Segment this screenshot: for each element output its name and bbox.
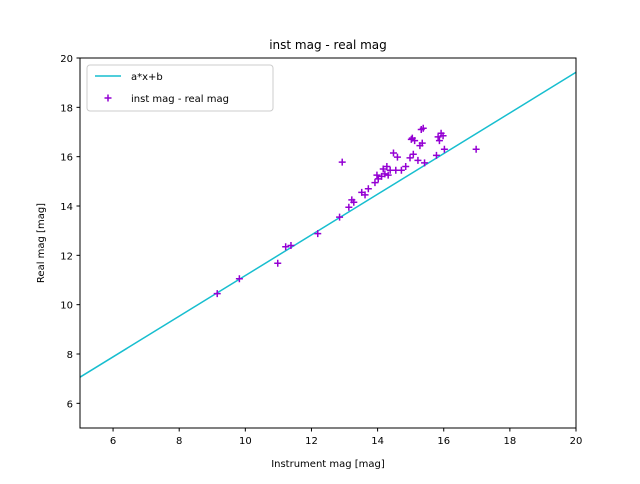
scatter-point	[384, 171, 392, 179]
scatter-point	[235, 275, 243, 283]
scatter-point	[439, 132, 447, 140]
plot-frame	[79, 57, 577, 429]
scatter-point	[393, 153, 401, 161]
y-tick-label: 8	[67, 350, 73, 361]
scatter-point	[383, 163, 391, 171]
y-tick-label: 20	[60, 54, 73, 65]
scatter-point	[414, 156, 422, 164]
x-tick-label: 18	[503, 436, 516, 447]
y-tick-label: 16	[60, 153, 73, 164]
legend-label-scatter: inst mag - real mag	[131, 94, 229, 105]
legend: a*x+b inst mag - real mag	[86, 64, 274, 112]
scatter-point	[336, 213, 344, 221]
fit-line	[80, 71, 576, 378]
scatter-point	[314, 230, 322, 238]
scatter-point	[419, 124, 427, 132]
scatter-point	[406, 154, 414, 162]
x-tick-label: 6	[110, 436, 116, 447]
scatter-point	[381, 170, 389, 178]
scatter-point	[411, 137, 419, 145]
scatter-point	[389, 149, 397, 157]
scatter-point	[397, 166, 405, 174]
scatter-point	[361, 191, 369, 199]
scatter-point	[434, 133, 442, 141]
axes: 6 8 10 12 14 16 18 20 6 8 10 12 14 16 18 20	[60, 54, 582, 447]
scatter-point	[409, 150, 417, 158]
plot-area	[80, 71, 576, 378]
y-tick-label: 6	[67, 399, 73, 410]
x-tick-label: 14	[371, 436, 384, 447]
scatter-point	[371, 179, 379, 187]
scatter-point	[345, 203, 353, 211]
x-tick-label: 10	[239, 436, 252, 447]
scatter-point	[338, 158, 346, 166]
legend-frame	[86, 64, 274, 112]
y-tick-label: 18	[60, 103, 73, 114]
x-tick-label: 20	[570, 436, 583, 447]
x-tick-label: 16	[437, 436, 450, 447]
y-axis-label: Real mag [mag]	[36, 203, 47, 283]
scatter-point	[287, 241, 295, 249]
scatter-point	[472, 145, 480, 153]
legend-marker-plus	[104, 94, 112, 102]
scatter-point	[213, 290, 221, 298]
scatter-point	[274, 259, 282, 267]
chart-title: inst mag - real mag	[269, 38, 387, 52]
scatter-point	[282, 243, 290, 251]
scatter-point	[418, 139, 426, 147]
scatter-point	[440, 145, 448, 153]
scatter-point	[421, 159, 429, 167]
scatter-point	[350, 198, 358, 206]
y-tick-label: 10	[60, 301, 73, 312]
x-axis-label: Instrument mag [mag]	[271, 459, 385, 470]
scatter-point	[373, 171, 381, 179]
scatter-point	[379, 165, 387, 173]
x-tick-label: 8	[176, 436, 182, 447]
x-tick-label: 12	[305, 436, 318, 447]
scatter-point	[407, 135, 415, 143]
scatter-point	[432, 151, 440, 159]
legend-marker-swatch	[104, 94, 112, 102]
scatter-point	[435, 137, 443, 145]
scatter-point	[364, 185, 372, 193]
y-tick-label: 14	[60, 202, 73, 213]
scatter-point	[402, 163, 410, 171]
y-tick-label: 12	[60, 251, 73, 262]
legend-label-fit: a*x+b	[131, 72, 163, 83]
